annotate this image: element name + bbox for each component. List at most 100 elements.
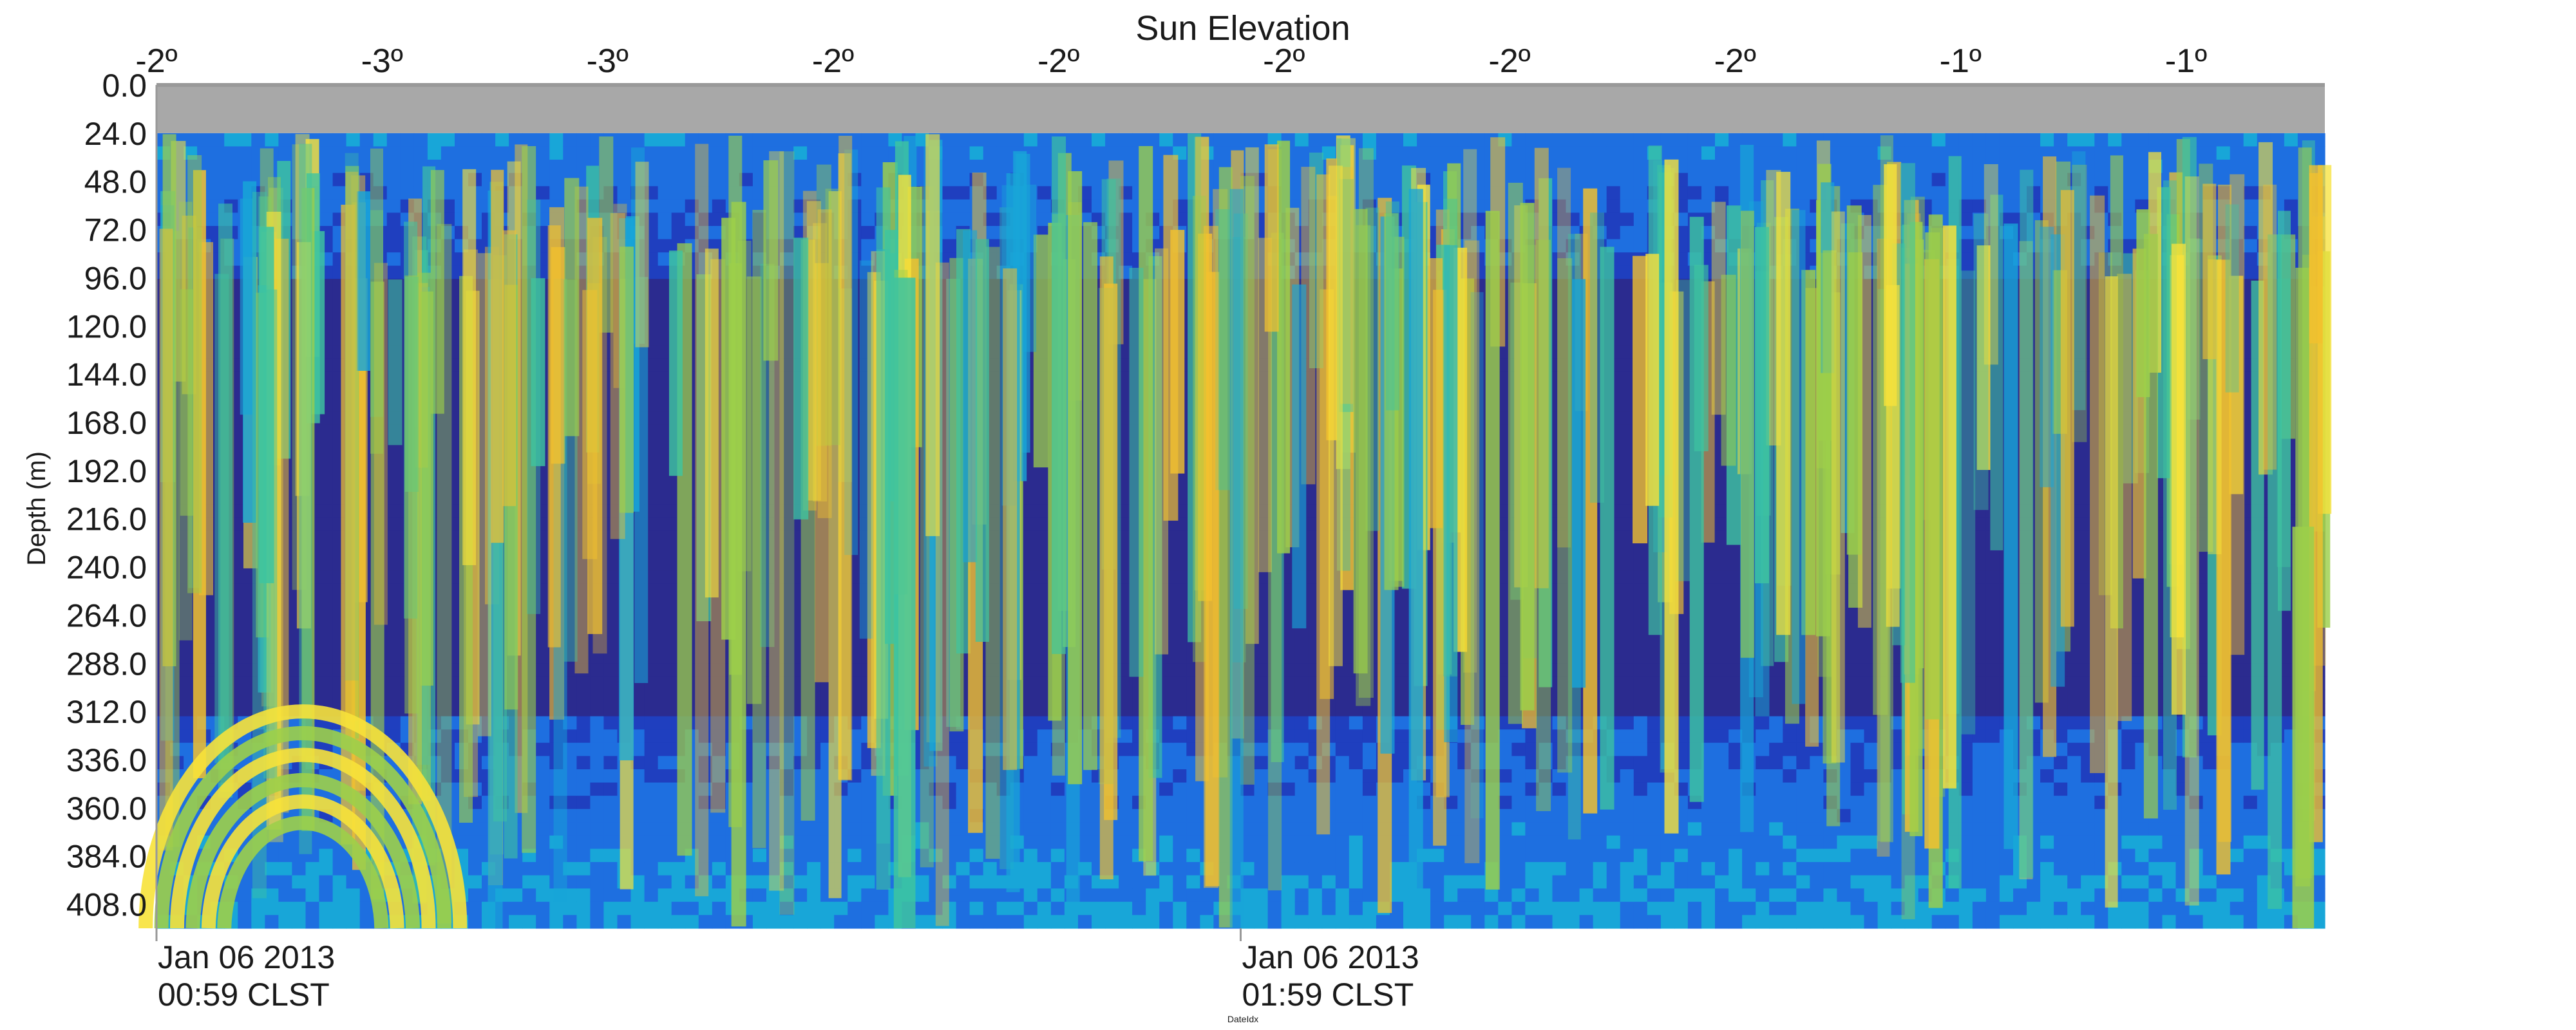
heatmap-cell: [495, 133, 509, 147]
heatmap-cell: [658, 252, 672, 267]
heatmap-cell: [536, 650, 550, 664]
heatmap-cell: [468, 875, 482, 889]
heatmap-cell: [644, 160, 659, 174]
heatmap-cell: [359, 146, 374, 160]
heatmap-cell: [1023, 729, 1038, 744]
heatmap-cell: [698, 769, 713, 783]
heatmap-cell: [685, 173, 699, 187]
heatmap-cell: [536, 212, 550, 227]
heatmap-cell: [413, 146, 428, 160]
heatmap-cell: [752, 226, 767, 240]
heatmap-cell: [658, 796, 672, 810]
heatmap-cell: [319, 438, 334, 452]
heatmap-cell: [969, 835, 984, 850]
heatmap-cell: [251, 862, 265, 876]
heatmap-cell: [576, 809, 591, 823]
heatmap-cell: [983, 146, 998, 160]
heatmap-cell: [319, 199, 334, 213]
heatmap-cell: [969, 160, 984, 174]
heatmap-cell: [848, 835, 862, 850]
heatmap-cell: [698, 729, 713, 744]
heatmap-cell: [1078, 888, 1092, 903]
heatmap-cell: [536, 583, 550, 597]
heatmap-cell: [752, 769, 767, 783]
heatmap-cell: [671, 226, 686, 240]
heatmap-cell: [1254, 862, 1269, 876]
heatmap-cell: [603, 332, 618, 346]
heatmap-cell: [1200, 901, 1214, 915]
heatmap-cell: [956, 199, 971, 213]
heatmap-cell: [780, 345, 794, 359]
heatmap-cell: [644, 199, 659, 213]
heatmap-cell: [603, 491, 618, 505]
heatmap-cell: [1254, 782, 1269, 796]
heatmap-cell: [278, 848, 292, 863]
heatmap-cell: [1078, 848, 1092, 863]
heatmap-cell: [698, 756, 713, 770]
heatmap-cell: [1023, 133, 1038, 147]
heatmap-cell: [1092, 146, 1106, 160]
heatmap-cell: [915, 875, 930, 889]
heatmap-cell: [468, 133, 482, 147]
heatmap-cell: [617, 186, 632, 200]
heatmap-cell: [536, 689, 550, 704]
heatmap-cell: [766, 146, 781, 160]
heatmap-cell: [211, 160, 225, 174]
heatmap-cell: [1173, 703, 1187, 717]
heatmap-cell: [617, 888, 632, 903]
heatmap-cell: [658, 769, 672, 783]
heatmap-cell: [549, 742, 564, 756]
heatmap-cell: [644, 716, 659, 730]
heatmap-cell: [793, 822, 808, 836]
heatmap-cell: [630, 703, 645, 717]
heatmap-cell: [373, 252, 388, 267]
heatmap-cell: [1254, 689, 1269, 704]
heatmap-cell: [712, 637, 726, 651]
heatmap-cell: [956, 173, 971, 187]
heatmap-cell: [766, 650, 781, 664]
heatmap-cell: [780, 279, 794, 293]
heatmap-cell: [603, 769, 618, 783]
heatmap-cell: [1200, 915, 1214, 929]
heatmap-cell: [292, 848, 306, 863]
heatmap-cell: [793, 888, 808, 903]
heatmap-cell: [1186, 822, 1200, 836]
heatmap-cell: [319, 848, 334, 863]
heatmap-cell: [440, 570, 455, 585]
heatmap-cell: [766, 782, 781, 796]
heatmap-cell: [766, 888, 781, 903]
heatmap-cell: [1119, 146, 1133, 160]
heatmap-cell: [440, 464, 455, 478]
heatmap-cell: [658, 862, 672, 876]
heatmap-cell: [1132, 901, 1146, 915]
heatmap-cell: [766, 875, 781, 889]
heatmap-cell: [752, 199, 767, 213]
heatmap-cell: [766, 623, 781, 637]
heatmap-cell: [671, 915, 686, 929]
heatmap-cell: [956, 212, 971, 227]
heatmap-cell: [319, 186, 334, 200]
heatmap-cell: [658, 676, 672, 691]
heatmap-cell: [1159, 782, 1173, 796]
heatmap-cell: [536, 226, 550, 240]
heatmap-cell: [630, 915, 645, 929]
heatmap-cell: [413, 133, 428, 147]
heatmap-cell: [603, 438, 618, 452]
heatmap-cell: [658, 292, 672, 306]
heatmap-cell: [211, 173, 225, 187]
heatmap-cell: [1267, 915, 1282, 929]
heatmap-cell: [440, 544, 455, 558]
heatmap-cell: [712, 915, 726, 929]
heatmap-cell: [780, 133, 794, 147]
heatmap-cell: [766, 424, 781, 438]
heatmap-cell: [170, 742, 184, 756]
heatmap-cell: [1254, 888, 1269, 903]
heatmap-cell: [1173, 742, 1187, 756]
heatmap-cell: [440, 411, 455, 426]
heatmap-cell: [440, 517, 455, 531]
heatmap-cell: [319, 663, 334, 677]
heatmap-cell: [1037, 888, 1052, 903]
heatmap-cell: [224, 160, 238, 174]
heatmap-cell: [752, 848, 767, 863]
heatmap-cell: [563, 729, 577, 744]
